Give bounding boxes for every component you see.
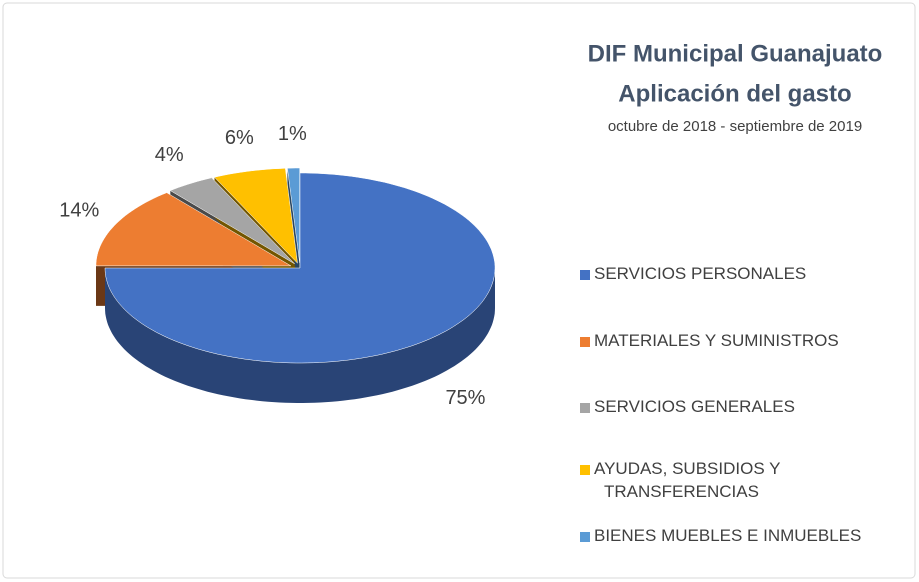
- slice-side: [105, 268, 495, 403]
- legend-label: MATERIALES Y SUMINISTROS: [594, 331, 839, 350]
- chart-title: Aplicación del gasto: [618, 80, 851, 107]
- legend-swatch: [580, 270, 590, 280]
- data-label: 6%: [225, 127, 254, 149]
- slice: [95, 192, 292, 267]
- data-label: 4%: [155, 144, 184, 166]
- legend-label: SERVICIOS GENERALES: [594, 397, 795, 416]
- legend-swatch: [580, 403, 590, 413]
- data-label: 75%: [445, 387, 485, 409]
- legend-label: AYUDAS, SUBSIDIOS Y TRANSFERENCIAS: [594, 459, 780, 501]
- slice: [169, 177, 295, 265]
- chart-title: DIF Municipal Guanajuato: [588, 40, 883, 67]
- legend-label: BIENES MUEBLES E INMUEBLES: [594, 526, 861, 545]
- slice: [214, 168, 298, 264]
- slice: [104, 172, 496, 364]
- chart-subtitle: octubre de 2018 - septiembre de 2019: [608, 118, 862, 135]
- data-label: 14%: [59, 200, 99, 222]
- legend-swatch: [580, 532, 590, 542]
- legend-swatch: [580, 337, 590, 347]
- slice: [287, 167, 300, 264]
- legend-swatch: [580, 465, 590, 475]
- legend-label: SERVICIOS PERSONALES: [594, 264, 806, 283]
- data-label: 1%: [278, 123, 307, 145]
